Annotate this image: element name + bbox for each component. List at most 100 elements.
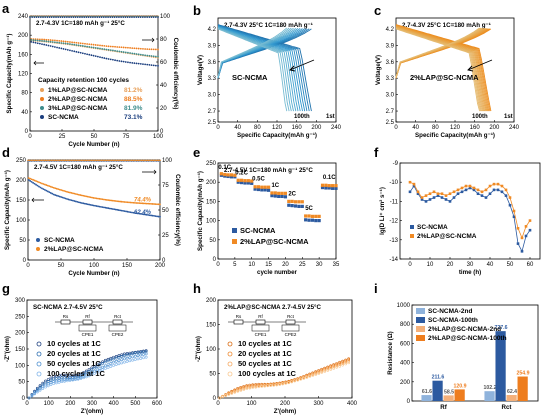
efficiency-point: [135, 16, 138, 18]
impedance-point: [131, 351, 134, 355]
capacity-point: [88, 196, 91, 198]
efficiency-point: [63, 16, 66, 18]
capacity-point: [139, 63, 142, 65]
y-tick-label: 120: [18, 72, 29, 78]
capacity-point: [36, 180, 39, 183]
rate-point: [290, 204, 294, 208]
cpe-branch: [78, 324, 97, 332]
efficiency-point: [98, 16, 101, 18]
rate-point: [280, 194, 284, 199]
impedance-point: [87, 368, 91, 371]
capacity-point: [157, 55, 159, 58]
legend-entry: 10 cycles at 1C: [47, 339, 101, 348]
capacity-point: [124, 51, 127, 54]
x-tick-label: 160: [470, 125, 481, 131]
discharge-curve: [217, 24, 308, 112]
rate-point: [233, 173, 237, 177]
rate-point: [256, 185, 261, 189]
capacity-point: [111, 208, 114, 210]
rate-point: [297, 200, 301, 204]
rate-point: [229, 175, 234, 179]
capacity-point: [27, 179, 30, 181]
resistance-bar: [495, 331, 506, 401]
efficiency-point: [89, 16, 92, 18]
capacity-point: [95, 205, 98, 207]
capacity-point: [128, 211, 130, 213]
impedance-point: [224, 394, 228, 397]
capacity-point: [134, 201, 136, 204]
impedance-point: [335, 365, 339, 369]
capacity-point: [79, 42, 82, 45]
capacity-point: [99, 44, 101, 47]
impedance-point: [136, 357, 140, 361]
capacity-point: [74, 200, 77, 203]
capacity-point: [146, 63, 149, 66]
capacity-point: [62, 42, 65, 45]
legend-entry: 2%LAP@SC-NCMA-100th: [428, 335, 507, 342]
capacity-point: [51, 186, 54, 189]
efficiency-point: [59, 16, 62, 18]
x-tick-label: 20: [447, 262, 454, 268]
resistance-bar: [443, 395, 454, 401]
rate-point: [226, 173, 230, 177]
bar-value-label: 62.4: [507, 389, 517, 395]
capacity-point: [144, 48, 147, 50]
capacity-point: [80, 202, 83, 204]
y-tick-label: 3.0: [208, 93, 217, 99]
capacity-point: [67, 191, 70, 194]
diffusion-point: [408, 190, 412, 194]
diffusion-line: [409, 185, 531, 253]
impedance-point: [38, 388, 42, 392]
y-axis-label: -Z''(ohm): [195, 336, 202, 362]
impedance-point: [317, 372, 321, 375]
efficiency-point: [140, 159, 143, 162]
capacity-point: [137, 53, 140, 56]
rate-point: [253, 185, 257, 189]
condition-annotation: 2.7-4.5V 1C=180 mAh g⁻¹ 25°C: [224, 167, 313, 174]
impedance-point: [257, 385, 261, 389]
capacity-point: [142, 47, 144, 50]
capacity-point: [116, 46, 119, 48]
capacity-point: [138, 202, 141, 205]
y-tick-label: 50: [209, 238, 216, 244]
efficiency-point: [83, 16, 86, 18]
x-tick-label: 600: [152, 401, 163, 407]
rate-point: [314, 219, 318, 223]
capacity-point: [151, 203, 154, 205]
left-axis-arrow: [31, 197, 44, 203]
capacity-point: [30, 178, 33, 181]
impedance-point: [341, 360, 345, 364]
capacity-point: [147, 202, 150, 205]
capacity-point: [132, 201, 135, 204]
efficiency-point: [57, 16, 60, 18]
x-tick-label: 80: [254, 125, 261, 131]
capacity-point: [92, 197, 95, 199]
diffusion-point: [484, 196, 488, 199]
diffusion-point: [508, 196, 512, 199]
efficiency-point: [27, 159, 29, 162]
impedance-point: [101, 365, 105, 369]
capacity-point: [45, 184, 48, 186]
capacity-point: [125, 201, 127, 204]
capacity-point: [107, 58, 110, 60]
impedance-point: [347, 361, 351, 365]
y2-tick-label: 20: [160, 106, 167, 112]
bar-value-label: 211.6: [432, 375, 445, 381]
diffusion-point: [416, 192, 420, 196]
capacity-point: [131, 47, 134, 49]
efficiency-point: [50, 16, 53, 18]
efficiency-point: [149, 159, 151, 162]
y-tick-label: 2.5: [386, 120, 395, 126]
impedance-point: [87, 374, 91, 378]
capacity-point: [122, 209, 125, 212]
legend-retention: 81.2%: [124, 87, 143, 94]
capacity-point: [142, 213, 145, 216]
rate-label: 0.5C: [252, 177, 265, 183]
x-tick-label: 0: [216, 125, 220, 131]
efficiency-point: [119, 159, 121, 162]
efficiency-point: [44, 16, 46, 18]
discharge-curve: [217, 27, 292, 112]
efficiency-point: [30, 159, 33, 162]
diffusion-point: [436, 192, 440, 196]
right-axis-arrow: [142, 169, 157, 175]
